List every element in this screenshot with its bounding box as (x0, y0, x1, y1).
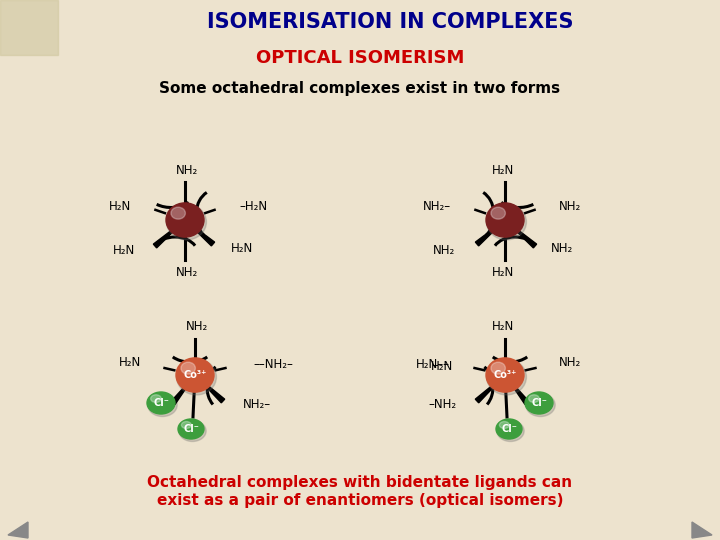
Ellipse shape (181, 422, 192, 429)
Text: NH₂: NH₂ (559, 356, 581, 369)
Polygon shape (0, 0, 58, 55)
Ellipse shape (500, 422, 509, 429)
Text: NH₂: NH₂ (186, 321, 208, 334)
Text: –H₂N: –H₂N (239, 199, 267, 213)
Text: NH₂–: NH₂– (243, 399, 271, 411)
Polygon shape (505, 375, 529, 404)
Polygon shape (505, 220, 536, 248)
Text: NH₂: NH₂ (433, 244, 455, 256)
Ellipse shape (147, 392, 175, 414)
Ellipse shape (486, 358, 524, 392)
Ellipse shape (528, 395, 539, 402)
Polygon shape (475, 375, 505, 403)
Polygon shape (153, 220, 185, 248)
Text: NH₂: NH₂ (176, 266, 198, 279)
Text: H₂N: H₂N (492, 321, 514, 334)
Text: H₂N: H₂N (113, 244, 135, 256)
Text: H₂N: H₂N (231, 241, 253, 254)
Text: NH₂: NH₂ (559, 199, 581, 213)
Ellipse shape (525, 392, 553, 414)
Text: H₂N: H₂N (492, 164, 514, 177)
Ellipse shape (491, 362, 505, 374)
Text: NH₂–: NH₂– (423, 199, 451, 213)
Text: NH₂: NH₂ (551, 241, 573, 254)
Text: H₂N: H₂N (119, 356, 141, 369)
Text: Co³⁺: Co³⁺ (184, 370, 207, 380)
Ellipse shape (497, 421, 524, 442)
Text: Cl⁻: Cl⁻ (501, 424, 517, 434)
Ellipse shape (171, 207, 185, 219)
Ellipse shape (178, 419, 204, 439)
Ellipse shape (487, 204, 526, 240)
Polygon shape (171, 375, 195, 404)
Text: Co³⁺: Co³⁺ (493, 370, 517, 380)
Polygon shape (185, 220, 215, 246)
Ellipse shape (487, 359, 526, 395)
Ellipse shape (150, 395, 161, 402)
Text: Some octahedral complexes exist in two forms: Some octahedral complexes exist in two f… (159, 80, 561, 96)
Ellipse shape (491, 207, 505, 219)
Text: Cl⁻: Cl⁻ (153, 398, 169, 408)
Text: Cl⁻: Cl⁻ (183, 424, 199, 434)
Polygon shape (692, 522, 712, 538)
Ellipse shape (496, 419, 522, 439)
Ellipse shape (176, 358, 214, 392)
Text: ISOMERISATION IN COMPLEXES: ISOMERISATION IN COMPLEXES (207, 12, 573, 32)
Text: Cl⁻: Cl⁻ (531, 398, 547, 408)
Ellipse shape (181, 362, 195, 374)
Text: exist as a pair of enantiomers (optical isomers): exist as a pair of enantiomers (optical … (157, 492, 563, 508)
Polygon shape (195, 375, 225, 403)
Text: NH₂: NH₂ (176, 164, 198, 177)
Text: Octahedral complexes with bidentate ligands can: Octahedral complexes with bidentate liga… (148, 475, 572, 489)
Text: H₂N: H₂N (431, 361, 453, 374)
Polygon shape (475, 220, 505, 246)
Text: H₂N: H₂N (492, 266, 514, 279)
Text: –NH₂: –NH₂ (429, 399, 457, 411)
Text: OPTICAL ISOMERISM: OPTICAL ISOMERISM (256, 49, 464, 67)
Ellipse shape (166, 204, 207, 240)
Ellipse shape (166, 203, 204, 237)
Ellipse shape (148, 394, 177, 416)
Ellipse shape (176, 359, 217, 395)
Text: ––NH₂–: ––NH₂– (253, 359, 293, 372)
Text: H₂N: H₂N (109, 199, 131, 213)
Ellipse shape (486, 203, 524, 237)
Text: H₂N––: H₂N–– (416, 359, 450, 372)
Ellipse shape (179, 421, 206, 442)
Ellipse shape (526, 394, 555, 416)
Polygon shape (8, 522, 28, 538)
